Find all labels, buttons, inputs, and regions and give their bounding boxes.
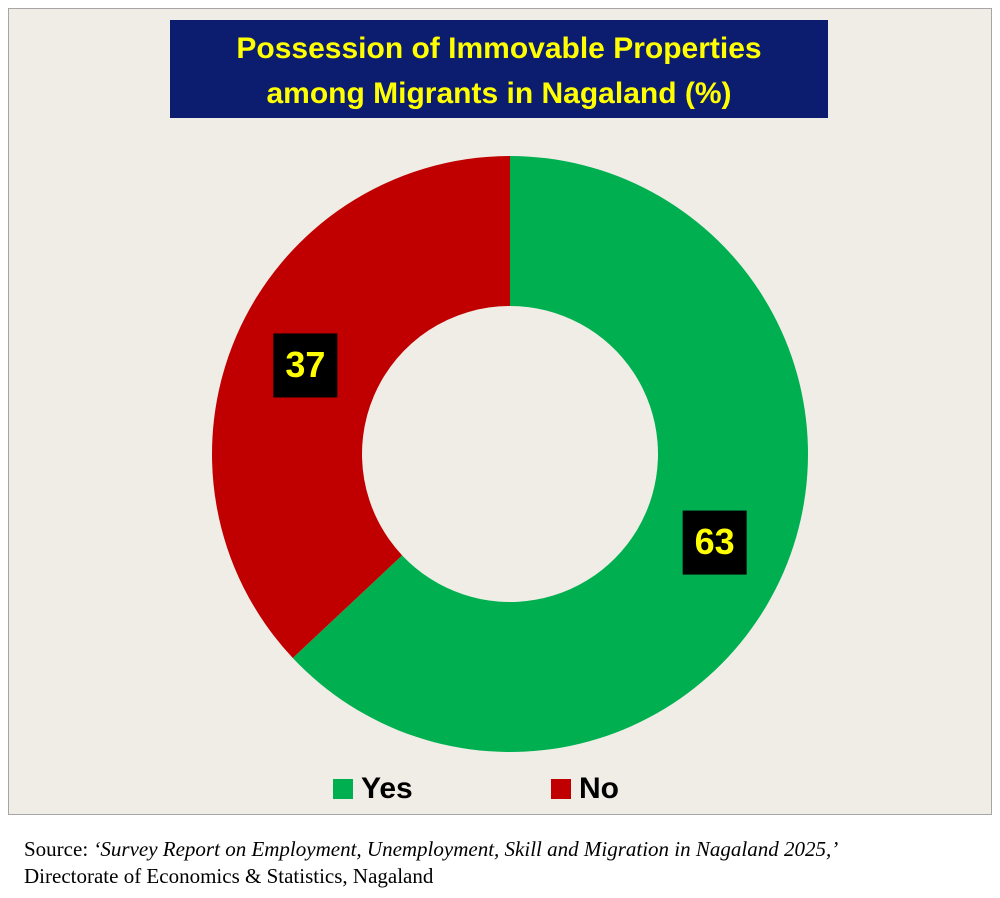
legend-swatch xyxy=(551,779,571,799)
value-label-box xyxy=(682,510,747,575)
legend-label: No xyxy=(579,772,619,805)
legend-label: Yes xyxy=(361,772,413,805)
value-label: 63 xyxy=(695,521,735,562)
chart-title: Possession of Immovable Properties xyxy=(236,32,761,65)
donut-slice xyxy=(292,156,808,752)
source-publisher: Directorate of Economics & Statistics, N… xyxy=(24,864,434,888)
value-label-box xyxy=(273,333,338,398)
source-prefix: Source: xyxy=(24,837,89,861)
legend-swatch xyxy=(333,779,353,799)
source-report: ‘Survey Report on Employment, Unemployme… xyxy=(93,837,839,861)
value-label: 37 xyxy=(285,344,325,385)
chart-title: among Migrants in Nagaland (%) xyxy=(266,77,731,110)
chart: Possession of Immovable Properties among… xyxy=(8,8,992,815)
donut-slice xyxy=(211,156,511,658)
title-box xyxy=(170,20,828,118)
source: Source: ‘Survey Report on Employment, Un… xyxy=(24,837,838,862)
